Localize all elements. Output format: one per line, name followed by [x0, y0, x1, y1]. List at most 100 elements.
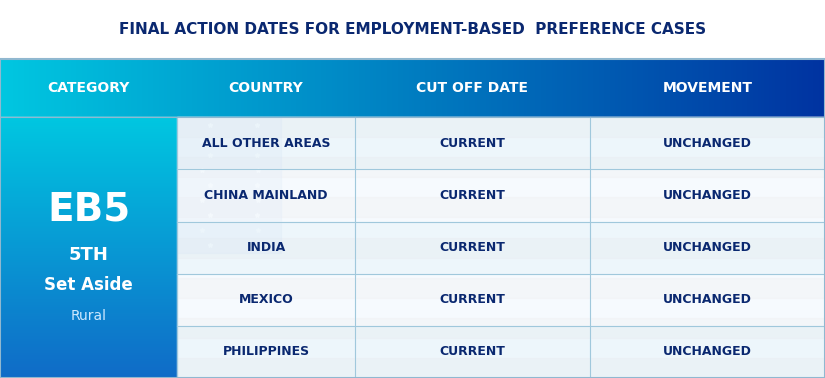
- Bar: [0, 154, 177, 155]
- Bar: [0, 217, 825, 237]
- Bar: [0, 131, 177, 132]
- Bar: [0, 138, 177, 139]
- Bar: [803, 59, 806, 117]
- Bar: [0, 227, 177, 228]
- Bar: [520, 59, 522, 117]
- Bar: [0, 306, 177, 307]
- Bar: [0, 157, 825, 177]
- Bar: [0, 337, 177, 338]
- Bar: [0, 312, 177, 313]
- Bar: [275, 59, 278, 117]
- Bar: [0, 145, 177, 146]
- Bar: [0, 340, 177, 341]
- Bar: [0, 336, 177, 337]
- Bar: [602, 59, 605, 117]
- Bar: [0, 226, 177, 227]
- Bar: [286, 59, 289, 117]
- Bar: [720, 59, 724, 117]
- Bar: [685, 59, 687, 117]
- Bar: [0, 132, 177, 133]
- Bar: [567, 59, 569, 117]
- Bar: [27, 59, 31, 117]
- Bar: [0, 170, 177, 171]
- Bar: [0, 141, 177, 143]
- Bar: [415, 59, 418, 117]
- Text: UNCHANGED: UNCHANGED: [663, 293, 752, 306]
- Bar: [371, 59, 374, 117]
- Bar: [668, 59, 671, 117]
- Bar: [365, 59, 369, 117]
- Bar: [0, 363, 177, 364]
- Bar: [332, 59, 336, 117]
- Bar: [200, 59, 204, 117]
- Bar: [0, 372, 177, 373]
- Bar: [0, 330, 177, 331]
- Bar: [336, 59, 338, 117]
- Bar: [0, 338, 177, 339]
- Bar: [44, 59, 47, 117]
- Bar: [0, 320, 177, 321]
- Bar: [33, 59, 35, 117]
- Bar: [0, 199, 177, 200]
- Bar: [456, 59, 460, 117]
- Bar: [794, 59, 798, 117]
- Bar: [460, 59, 462, 117]
- Bar: [0, 192, 177, 193]
- Bar: [0, 121, 177, 122]
- Bar: [0, 318, 177, 319]
- Bar: [0, 291, 177, 292]
- Bar: [85, 59, 88, 117]
- Bar: [781, 59, 784, 117]
- Bar: [487, 59, 489, 117]
- Bar: [0, 134, 177, 135]
- Bar: [638, 59, 641, 117]
- Bar: [0, 250, 177, 251]
- Text: CURRENT: CURRENT: [440, 189, 505, 202]
- Bar: [682, 59, 685, 117]
- Bar: [0, 331, 177, 332]
- Bar: [39, 59, 41, 117]
- Bar: [0, 314, 177, 315]
- Bar: [110, 59, 113, 117]
- Bar: [159, 59, 163, 117]
- Bar: [666, 59, 668, 117]
- Bar: [539, 59, 542, 117]
- Bar: [704, 59, 707, 117]
- Bar: [473, 59, 476, 117]
- Bar: [0, 360, 177, 361]
- Bar: [0, 342, 177, 343]
- Bar: [0, 249, 177, 250]
- Bar: [0, 355, 177, 356]
- Bar: [190, 59, 192, 117]
- Bar: [0, 197, 177, 198]
- Bar: [0, 135, 177, 136]
- Bar: [217, 59, 220, 117]
- Bar: [662, 59, 666, 117]
- Bar: [0, 319, 177, 320]
- Bar: [355, 222, 590, 274]
- Bar: [355, 326, 590, 378]
- Bar: [0, 272, 177, 273]
- Bar: [808, 59, 811, 117]
- Bar: [177, 222, 355, 274]
- Bar: [77, 59, 80, 117]
- Bar: [0, 254, 177, 256]
- Bar: [369, 59, 371, 117]
- Bar: [0, 328, 177, 329]
- Bar: [31, 59, 33, 117]
- Bar: [394, 59, 396, 117]
- Bar: [143, 59, 146, 117]
- Bar: [0, 242, 177, 243]
- Bar: [0, 177, 177, 178]
- Bar: [0, 204, 177, 205]
- Bar: [687, 59, 691, 117]
- Bar: [151, 59, 154, 117]
- Bar: [0, 122, 177, 123]
- Bar: [778, 59, 781, 117]
- Bar: [0, 195, 177, 196]
- Bar: [0, 356, 177, 357]
- Bar: [0, 302, 177, 303]
- Bar: [534, 59, 536, 117]
- Bar: [464, 59, 468, 117]
- Bar: [55, 59, 58, 117]
